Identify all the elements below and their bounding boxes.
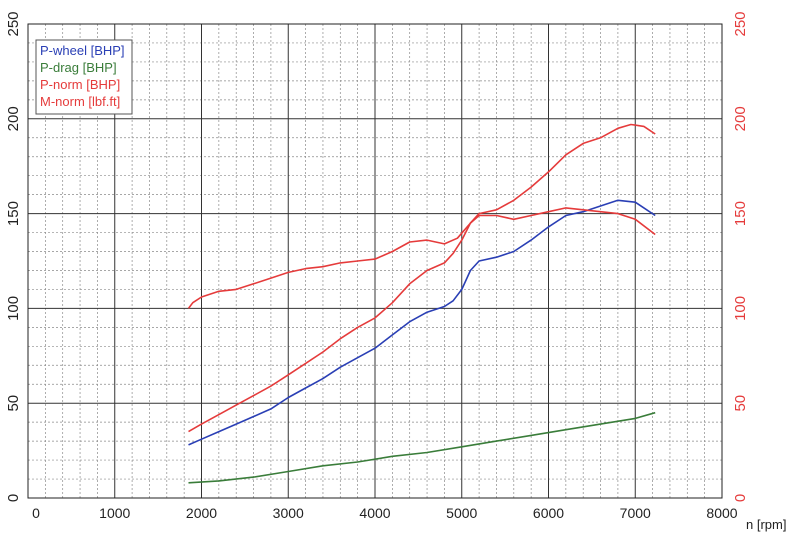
x-tick: 6000 <box>533 505 564 521</box>
x-tick: 1000 <box>99 505 130 521</box>
legend-entry-4: M-norm [lbf.ft] <box>40 94 120 109</box>
series-line-1 <box>188 199 656 446</box>
y-tick-right: 100 <box>732 296 749 321</box>
right-y-axis: 0 50 100 150 200 250 <box>732 11 749 502</box>
x-tick: 4000 <box>359 505 390 521</box>
left-y-axis: 0 50 100 150 200 250 <box>5 11 22 502</box>
series-line-2 <box>188 411 656 484</box>
legend-entry-3: P-norm [BHP] <box>40 77 120 92</box>
y-tick-right: 150 <box>732 201 749 226</box>
x-tick: 8000 <box>706 505 737 521</box>
y-tick-right: 200 <box>732 106 749 131</box>
plot-frame <box>27 23 723 499</box>
y-tick-right: 0 <box>732 494 749 502</box>
y-tick-left: 150 <box>5 201 22 226</box>
y-tick-left: 200 <box>5 106 22 131</box>
y-tick-left: 250 <box>5 11 22 36</box>
x-tick: 3000 <box>273 505 304 521</box>
y-tick-right: 250 <box>732 11 749 36</box>
x-tick: 5000 <box>446 505 477 521</box>
y-tick-right: 50 <box>732 395 749 412</box>
y-tick-left: 50 <box>5 395 22 412</box>
series-line-3 <box>188 123 656 433</box>
series-line-4 <box>187 207 656 309</box>
y-tick-left: 0 <box>5 494 22 502</box>
y-tick-left: 100 <box>5 296 22 321</box>
x-axis-label: n [rpm] <box>746 517 786 532</box>
legend-entry-2: P-drag [BHP] <box>40 60 117 75</box>
legend-entry-1: P-wheel [BHP] <box>40 43 125 58</box>
x-tick: 7000 <box>620 505 651 521</box>
x-tick: 0 <box>32 505 40 521</box>
series-layer <box>187 123 656 484</box>
x-tick: 2000 <box>186 505 217 521</box>
legend: P-wheel [BHP] P-drag [BHP] P-norm [BHP] M-n… <box>35 39 133 115</box>
legend-box <box>35 39 133 115</box>
x-axis: 0 1000 2000 3000 4000 5000 6000 7000 8000 <box>32 505 738 521</box>
